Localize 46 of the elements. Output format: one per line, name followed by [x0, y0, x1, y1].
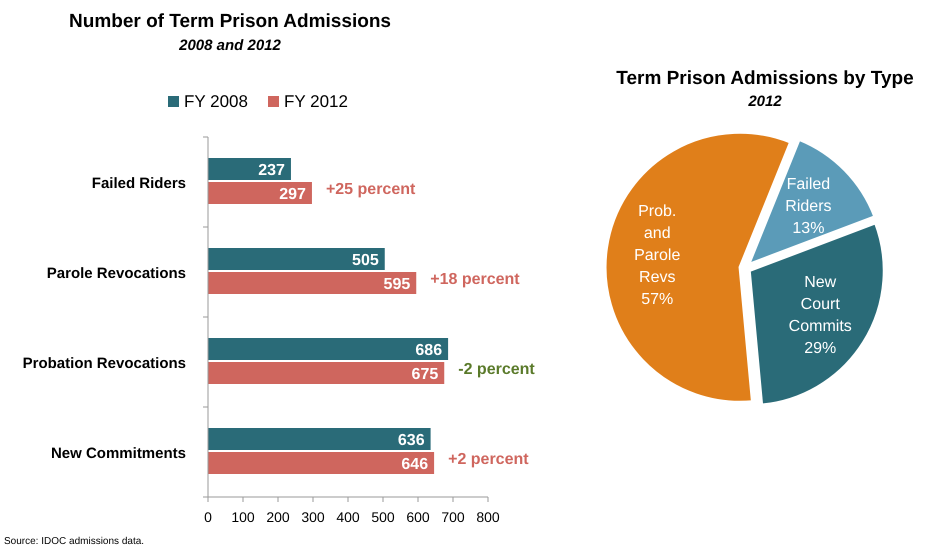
x-tick-label: 200 — [266, 509, 290, 525]
bar — [208, 452, 434, 474]
data-label: 595 — [384, 276, 410, 293]
data-label: 13% — [792, 220, 824, 237]
x-tick-label: 100 — [231, 509, 255, 525]
data-label: 675 — [412, 366, 438, 383]
legend-label: FY 2012 — [284, 92, 348, 111]
bar — [208, 362, 444, 384]
chart-subtitle: 2012 — [747, 93, 782, 110]
chart-title: Number of Term Prison Admissions — [69, 11, 391, 32]
x-tick-label: 400 — [336, 509, 360, 525]
bar — [208, 272, 416, 294]
source-note: Source: IDOC admissions data. — [4, 536, 144, 547]
legend-label: FY 2008 — [184, 92, 248, 111]
y-tick-label: Parole Revocations — [46, 265, 186, 282]
data-label: 297 — [279, 186, 306, 203]
data-label: 686 — [415, 342, 442, 359]
slice-label: New Court Commits — [788, 274, 852, 336]
data-label: 237 — [258, 162, 286, 179]
x-tick-label: 800 — [476, 509, 500, 525]
bar — [208, 428, 431, 450]
x-tick-label: 500 — [371, 509, 395, 525]
y-tick-label: Failed Riders — [92, 175, 186, 192]
y-tick-label: Probation Revocations — [22, 355, 186, 372]
x-tick-label: 700 — [441, 509, 465, 525]
x-tick-label: 0 — [204, 509, 212, 525]
annotation: -2 percent — [458, 361, 536, 378]
bar — [208, 338, 448, 360]
bar — [208, 158, 291, 180]
bar — [208, 182, 312, 204]
annotation: +18 percent — [430, 271, 520, 288]
data-label: 646 — [401, 456, 428, 473]
y-tick-label: New Commitments — [50, 445, 186, 462]
chart-subtitle: 2008 and 2012 — [178, 37, 282, 54]
chart-title: Term Prison Admissions by Type — [616, 68, 914, 89]
slice-label: Prob. and Parole Revs — [634, 203, 680, 286]
slice-label: Failed Riders — [785, 176, 832, 215]
bar — [208, 248, 385, 270]
x-tick-label: 600 — [406, 509, 430, 525]
data-label: 505 — [352, 252, 379, 269]
annotation: +25 percent — [326, 181, 416, 198]
data-label: 57% — [641, 291, 674, 308]
x-tick-label: 300 — [301, 509, 325, 525]
annotation: +2 percent — [448, 451, 530, 468]
data-label: 636 — [398, 432, 425, 449]
data-label: 29% — [804, 340, 836, 358]
